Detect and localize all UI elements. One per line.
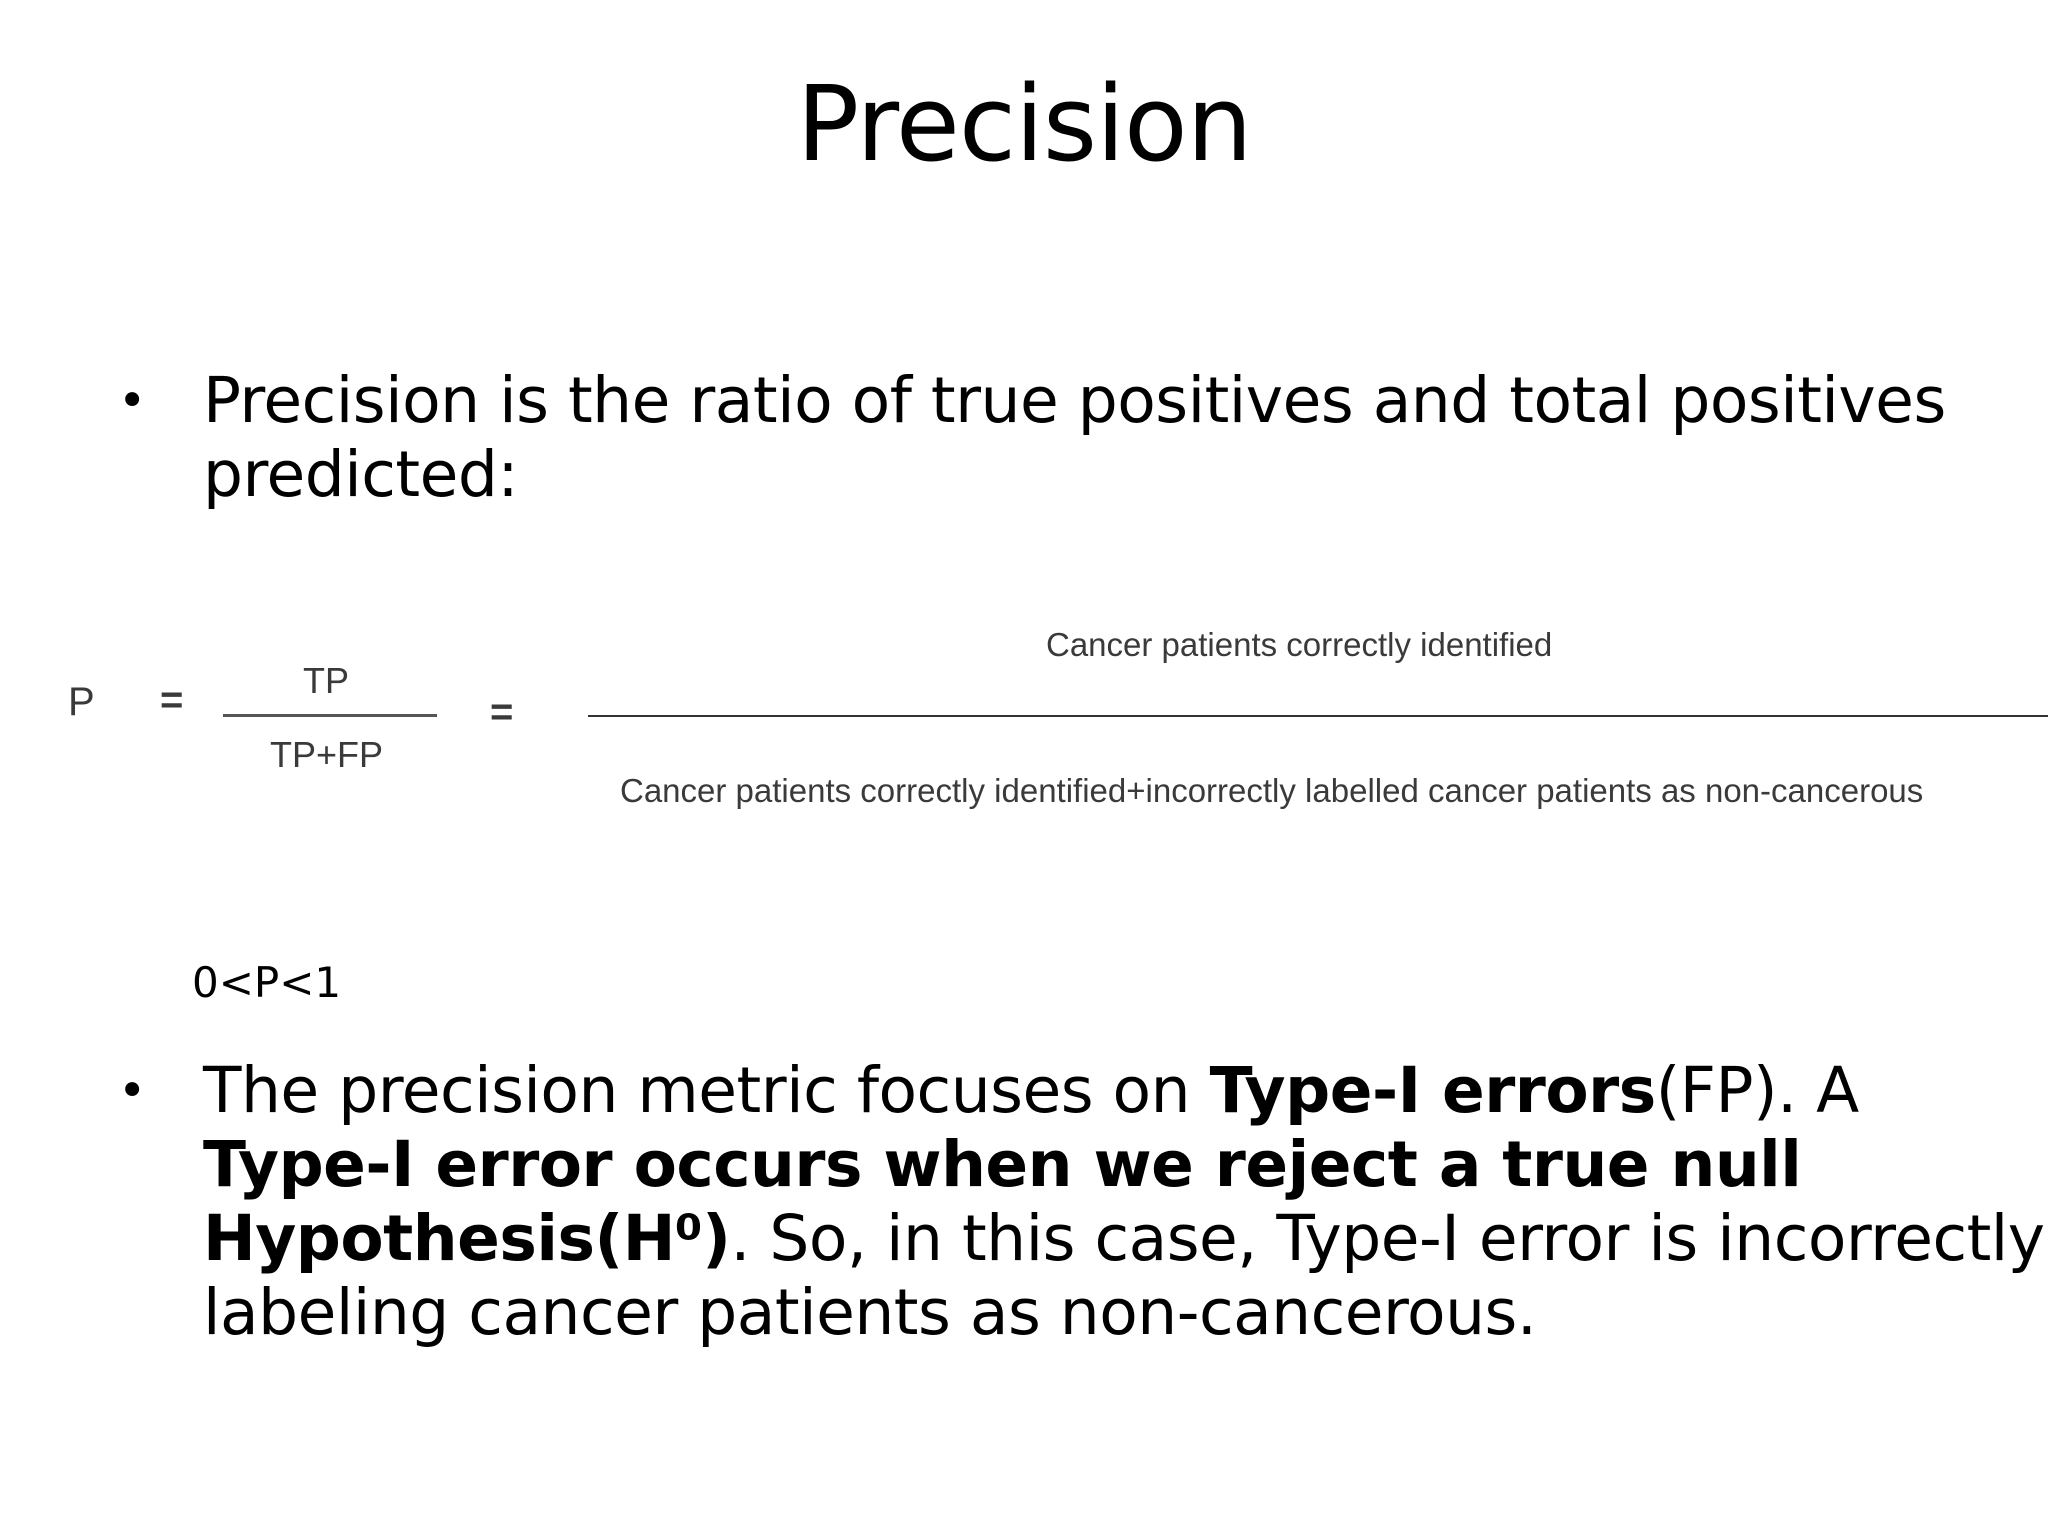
text-segment: . So, in this case, Type-I error is inco… bbox=[203, 1202, 2045, 1349]
bullet-text: Precision is the ratio of true positives… bbox=[203, 364, 1946, 511]
bullet-text: The precision metric focuses on Type-I e… bbox=[203, 1054, 2048, 1350]
fraction-bar-short bbox=[223, 714, 437, 717]
slide-title: Precision bbox=[796, 63, 1252, 185]
formula-equals-sign-2: = bbox=[490, 690, 514, 734]
formula-denominator-short: TP+FP bbox=[270, 734, 384, 775]
bold-term-type-i-errors: Type-I errors bbox=[1209, 1054, 1657, 1127]
range-note: 0<P<1 bbox=[192, 958, 342, 1007]
formula-equals-sign: = bbox=[160, 678, 184, 722]
bullet-dot: • bbox=[118, 1063, 147, 1119]
text-segment: (FP). A bbox=[1655, 1054, 1860, 1127]
formula-symbol: P bbox=[68, 680, 95, 724]
bullet-dot: • bbox=[118, 373, 147, 429]
bold-definition-type-i-error: Type-I error occurs when we reject a tru… bbox=[203, 1128, 1802, 1275]
formula-numerator-short: TP bbox=[303, 660, 350, 701]
text-segment: The precision metric focuses on bbox=[203, 1054, 1210, 1127]
formula-denominator-long: Cancer patients correctly identified+inc… bbox=[620, 772, 1924, 809]
formula-numerator-long: Cancer patients correctly identified bbox=[1046, 626, 1553, 663]
precision-formula-image: P = TP TP+FP = Cancer patients correctly… bbox=[0, 610, 2048, 830]
fraction-bar-long bbox=[588, 715, 2048, 717]
